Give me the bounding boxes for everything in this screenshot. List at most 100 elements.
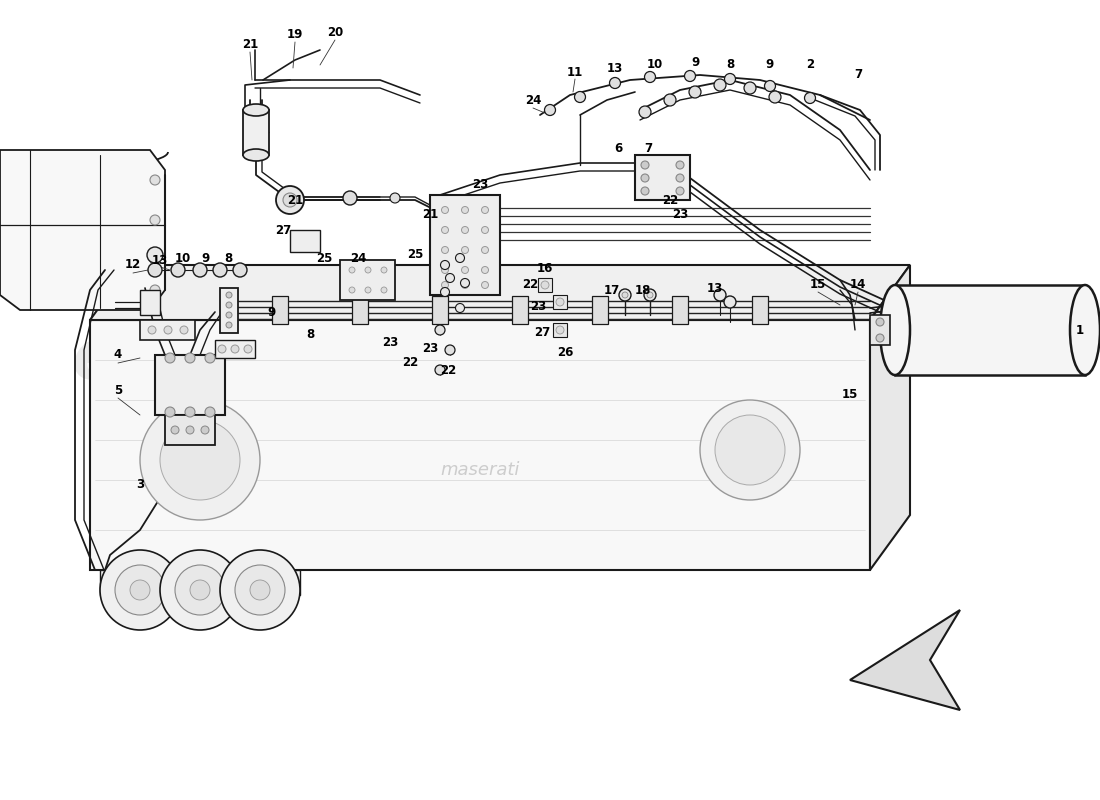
Polygon shape — [90, 265, 910, 320]
Bar — [243, 110, 270, 155]
Circle shape — [226, 302, 232, 308]
Circle shape — [205, 407, 214, 417]
Text: 2: 2 — [806, 58, 814, 71]
Circle shape — [165, 353, 175, 363]
Text: 13: 13 — [707, 282, 723, 294]
Circle shape — [440, 287, 450, 297]
Text: 14: 14 — [850, 278, 866, 291]
Circle shape — [381, 267, 387, 273]
Bar — [512, 296, 528, 324]
Text: 15: 15 — [842, 389, 858, 402]
Circle shape — [434, 365, 446, 375]
Text: 27: 27 — [534, 326, 550, 338]
Circle shape — [185, 407, 195, 417]
Ellipse shape — [880, 285, 910, 375]
Text: 9: 9 — [201, 251, 209, 265]
Bar — [100, 570, 180, 595]
Circle shape — [725, 74, 736, 85]
Text: 5: 5 — [114, 383, 122, 397]
Circle shape — [455, 254, 464, 262]
Circle shape — [441, 246, 449, 254]
Bar — [895, 285, 1085, 375]
Text: 23: 23 — [530, 301, 546, 314]
Circle shape — [769, 91, 781, 103]
Text: 21: 21 — [422, 209, 438, 222]
Circle shape — [185, 353, 195, 363]
Circle shape — [647, 292, 653, 298]
Circle shape — [233, 263, 248, 277]
Text: 24: 24 — [350, 251, 366, 265]
Circle shape — [381, 287, 387, 293]
Circle shape — [641, 187, 649, 195]
Circle shape — [365, 287, 371, 293]
Circle shape — [639, 106, 651, 118]
Circle shape — [250, 580, 270, 600]
Circle shape — [676, 174, 684, 182]
Text: 19: 19 — [287, 29, 304, 42]
Circle shape — [100, 550, 180, 630]
Text: 23: 23 — [472, 178, 488, 191]
Bar — [430, 195, 500, 295]
Polygon shape — [0, 150, 165, 310]
Bar — [432, 296, 448, 324]
Circle shape — [192, 263, 207, 277]
Circle shape — [876, 334, 884, 342]
Circle shape — [641, 174, 649, 182]
Text: 13: 13 — [152, 254, 168, 266]
Bar — [220, 288, 238, 333]
Circle shape — [150, 285, 160, 295]
Circle shape — [218, 345, 226, 353]
Circle shape — [231, 345, 239, 353]
Text: 9: 9 — [268, 306, 276, 319]
Text: 10: 10 — [175, 251, 191, 265]
Circle shape — [619, 289, 631, 301]
Circle shape — [226, 322, 232, 328]
Circle shape — [700, 400, 800, 500]
Circle shape — [455, 303, 464, 313]
Text: 7: 7 — [854, 69, 862, 82]
Bar — [538, 278, 552, 292]
Bar — [290, 230, 320, 252]
Text: 22: 22 — [402, 355, 418, 369]
Polygon shape — [870, 265, 910, 570]
Text: 6: 6 — [614, 142, 623, 154]
Circle shape — [349, 287, 355, 293]
Circle shape — [689, 86, 701, 98]
Text: 22: 22 — [521, 278, 538, 291]
Bar — [165, 415, 214, 445]
Circle shape — [461, 278, 470, 287]
Circle shape — [446, 345, 455, 355]
Bar — [155, 355, 226, 415]
Circle shape — [462, 226, 469, 234]
Circle shape — [482, 226, 488, 234]
Circle shape — [220, 550, 300, 630]
Circle shape — [482, 266, 488, 274]
Circle shape — [170, 263, 185, 277]
Text: 23: 23 — [672, 209, 689, 222]
Bar — [352, 296, 368, 324]
Circle shape — [804, 93, 815, 103]
Bar — [870, 315, 890, 345]
Circle shape — [676, 187, 684, 195]
Circle shape — [160, 550, 240, 630]
Circle shape — [343, 191, 358, 205]
Text: 21: 21 — [287, 194, 304, 206]
Polygon shape — [850, 610, 960, 710]
Bar — [272, 296, 288, 324]
Circle shape — [541, 281, 549, 289]
Text: 3: 3 — [136, 478, 144, 491]
Circle shape — [276, 186, 304, 214]
Circle shape — [744, 82, 756, 94]
Circle shape — [434, 325, 446, 335]
Circle shape — [165, 407, 175, 417]
Text: 12: 12 — [125, 258, 141, 271]
Circle shape — [684, 70, 695, 82]
Bar — [140, 320, 195, 340]
Circle shape — [764, 81, 776, 91]
Text: 9: 9 — [691, 57, 700, 70]
Circle shape — [116, 565, 165, 615]
Circle shape — [147, 247, 163, 263]
Circle shape — [148, 263, 162, 277]
Bar — [635, 155, 690, 200]
Circle shape — [609, 78, 620, 89]
